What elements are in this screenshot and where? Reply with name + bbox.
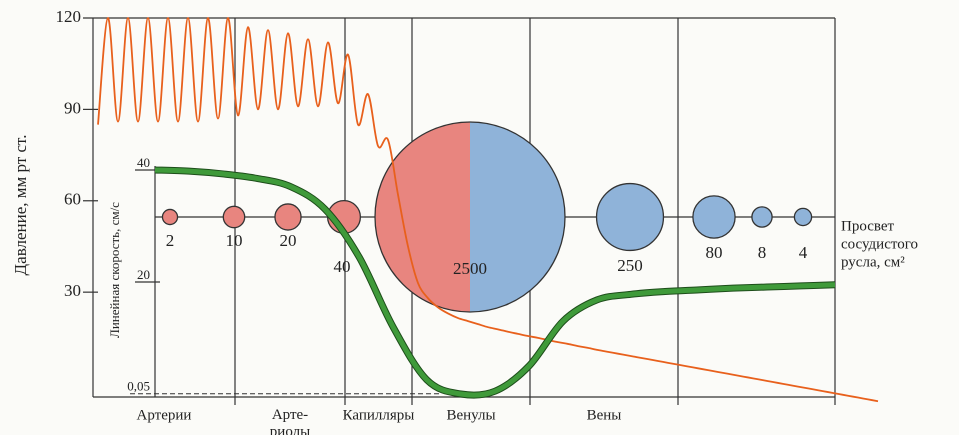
circle-outline <box>161 208 179 226</box>
area-label: 10 <box>226 231 243 250</box>
circle-right <box>762 206 773 228</box>
area-label: 4 <box>799 243 808 262</box>
circle-left <box>375 122 470 312</box>
area-label: 80 <box>706 243 723 262</box>
circle-left <box>274 203 288 231</box>
circle-outline <box>793 207 813 227</box>
area-label: 8 <box>758 243 767 262</box>
line <box>97 17 879 403</box>
area-circle <box>274 203 302 231</box>
circle-outline <box>222 205 246 229</box>
region-label: Арте-риолы <box>270 407 310 435</box>
y2-tick-label: 0,05 <box>127 379 150 394</box>
circle-left <box>162 209 170 225</box>
area-axis-label: сосудистого <box>841 236 918 252</box>
circle-right <box>234 206 245 228</box>
area-label: 2500 <box>453 259 487 278</box>
region-label: Венулы <box>446 407 495 423</box>
circle-left <box>794 208 803 226</box>
circle-right <box>470 122 565 312</box>
circle-left <box>596 183 630 251</box>
circle-outline <box>595 182 665 252</box>
area-circle <box>222 205 246 229</box>
area-label: 20 <box>280 231 297 250</box>
circle-left <box>692 195 714 239</box>
circle-right <box>288 203 302 231</box>
area-circle <box>595 182 665 252</box>
region-label: Артерии <box>137 407 192 423</box>
area-circle <box>161 208 179 226</box>
circle-outline <box>274 203 302 231</box>
area-label: 250 <box>617 256 643 275</box>
circle-outline <box>692 195 736 239</box>
y2-tick-label: 20 <box>137 267 150 282</box>
circle-outline <box>751 206 773 228</box>
circle-right <box>344 200 361 234</box>
y-tick-label: 30 <box>64 281 81 300</box>
circle-right <box>170 209 178 225</box>
region-label-line: Арте- <box>272 407 308 423</box>
circle-right <box>714 195 736 239</box>
area-axis-label: Просвет <box>841 218 895 234</box>
circle-right <box>803 208 812 226</box>
area-axis-label: русла, см² <box>841 254 905 270</box>
y2-tick-label: 40 <box>137 155 150 170</box>
region-label-line: риолы <box>270 424 310 435</box>
area-circle <box>692 195 736 239</box>
region-label: Вены <box>587 407 622 423</box>
y-tick-label: 90 <box>64 98 81 117</box>
circle-right <box>630 183 664 251</box>
area-circle <box>751 206 773 228</box>
area-circle <box>793 207 813 227</box>
region-label: Капилляры <box>343 407 415 423</box>
area-circle <box>374 121 566 313</box>
circle-left <box>751 206 762 228</box>
y-tick-label: 60 <box>64 190 81 209</box>
y-axis-label: Давление, мм рт ст. <box>11 135 30 276</box>
y-tick-label: 120 <box>56 7 82 26</box>
area-label: 2 <box>166 231 175 250</box>
y2-axis-label: Линейная скорость, см/с <box>107 202 122 338</box>
area-label: 40 <box>334 257 351 276</box>
circle-left <box>223 206 234 228</box>
circle-outline <box>374 121 566 313</box>
line <box>154 167 836 398</box>
